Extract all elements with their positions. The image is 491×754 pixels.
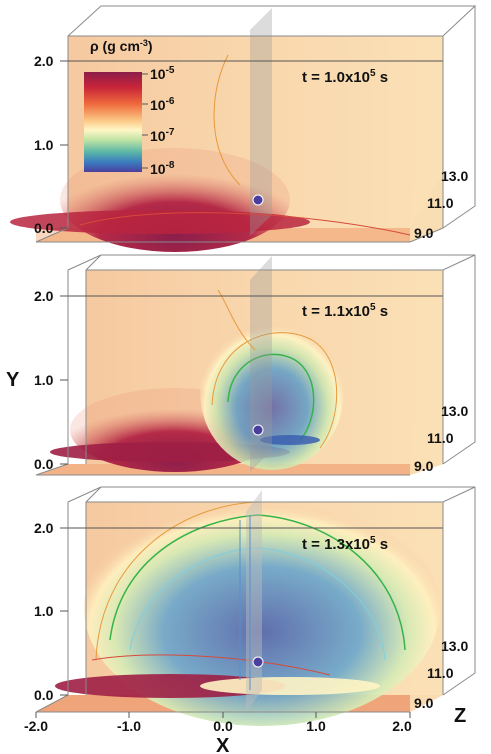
z-tick-0-p2: 9.0 (414, 458, 434, 474)
z-tick-2-p2: 13.0 (441, 403, 468, 419)
y-tick-2-p1: 2.0 (34, 53, 54, 69)
panel-3: 2.0 1.0 0.0 9.0 11.0 13.0 t = 1.3x105 s … (24, 486, 476, 734)
y-tick-0-p3: 0.0 (34, 687, 54, 703)
time-label-p2: t = 1.1x105 s (302, 302, 388, 320)
floor-density-slice (36, 464, 443, 475)
z-tick-0-p3: 9.0 (414, 695, 434, 711)
colorbar: ρ (g cm-3) 10-5 10-6 10-7 10-8 (84, 38, 175, 177)
time-label-p3: t = 1.3x105 s (302, 535, 388, 553)
x-tick-3: 1.0 (306, 718, 326, 734)
panel-1: 2.0 1.0 0.0 9.0 11.0 13.0 t = 1.0x105 s … (10, 5, 477, 252)
z-tick-1-p3: 11.0 (427, 665, 454, 681)
y-tick-1-p3: 1.0 (34, 603, 54, 619)
slice-plane (250, 8, 272, 236)
x-axis-label: X (216, 735, 230, 754)
time-label-p1: t = 1.0x105 s (302, 68, 388, 86)
z-tick-0-p1: 9.0 (414, 225, 434, 241)
colorbar-gradient (84, 72, 142, 172)
x-tick-1: -1.0 (117, 718, 141, 734)
y-tick-2-p2: 2.0 (34, 288, 54, 304)
y-axis-label: Y (6, 369, 20, 391)
y-tick-0-p2: 0.0 (34, 456, 54, 472)
colorbar-label-2: 10-6 (150, 96, 175, 113)
y-tick-0-p1: 0.0 (34, 220, 54, 236)
colorbar-label-3: 10-7 (150, 127, 175, 144)
x-tick-2: 0.0 (213, 718, 233, 734)
y-tick-1-p2: 1.0 (34, 372, 54, 388)
slice-plane (250, 256, 272, 472)
colorbar-title: ρ (g cm-3) (90, 38, 153, 54)
colorbar-label-4: 10-8 (150, 160, 175, 177)
z-axis-label: Z (454, 705, 466, 727)
slice-plane (246, 490, 262, 712)
expanding-shell (200, 314, 344, 470)
y-tick-2-p3: 2.0 (34, 520, 54, 536)
colorbar-label-1: 10-5 (150, 65, 175, 82)
z-tick-1-p1: 11.0 (427, 195, 454, 211)
z-tick-1-p2: 11.0 (427, 430, 454, 446)
y-tick-1-p1: 1.0 (34, 137, 54, 153)
z-tick-2-p3: 13.0 (441, 638, 468, 654)
panel-2: 2.0 1.0 0.0 9.0 11.0 13.0 t = 1.1x105 s (34, 254, 476, 476)
x-tick-4: 2.0 (392, 718, 412, 734)
x-tick-0: -2.0 (24, 718, 48, 734)
z-tick-2-p1: 13.0 (441, 168, 468, 184)
